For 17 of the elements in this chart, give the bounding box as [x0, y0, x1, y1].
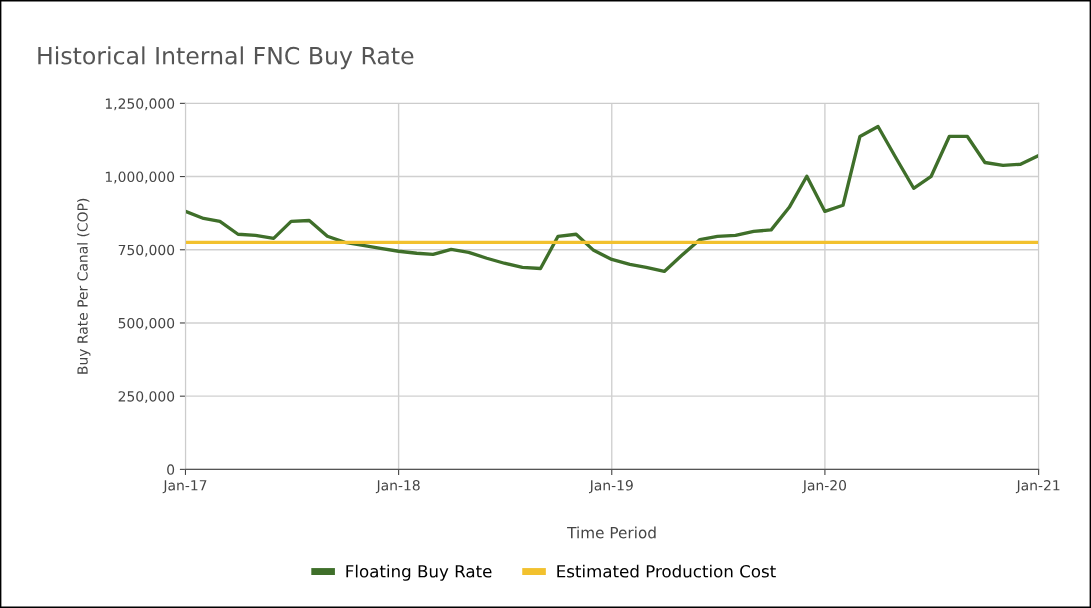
legend-label: Floating Buy Rate: [346, 564, 492, 581]
y-tick-label: 0: [167, 464, 175, 475]
x-tick-label: Jan-20: [802, 480, 847, 494]
y-tick-label: 750,000: [118, 244, 175, 257]
y-tick-label: 500,000: [118, 317, 175, 330]
line-series: [185, 124, 1039, 274]
y-tick-label: 250,000: [118, 391, 175, 404]
y-tick-label: 1,250,000: [105, 98, 175, 111]
legend-label: Estimated Production Cost: [557, 564, 776, 578]
chart-title: Historical Internal FNC Buy Rate: [38, 46, 414, 70]
x-tick-label: Jan-18: [375, 480, 420, 494]
y-axis-title: Buy Rate Per Canal (COP): [77, 198, 91, 374]
x-axis-title: Time Period: [567, 526, 656, 539]
x-tick-label: Jan-17: [162, 480, 207, 494]
y-tick-label: 1,000,000: [105, 171, 175, 184]
x-tick-label: Jan-21: [1015, 480, 1060, 494]
x-tick-label: Jan-19: [588, 480, 633, 494]
